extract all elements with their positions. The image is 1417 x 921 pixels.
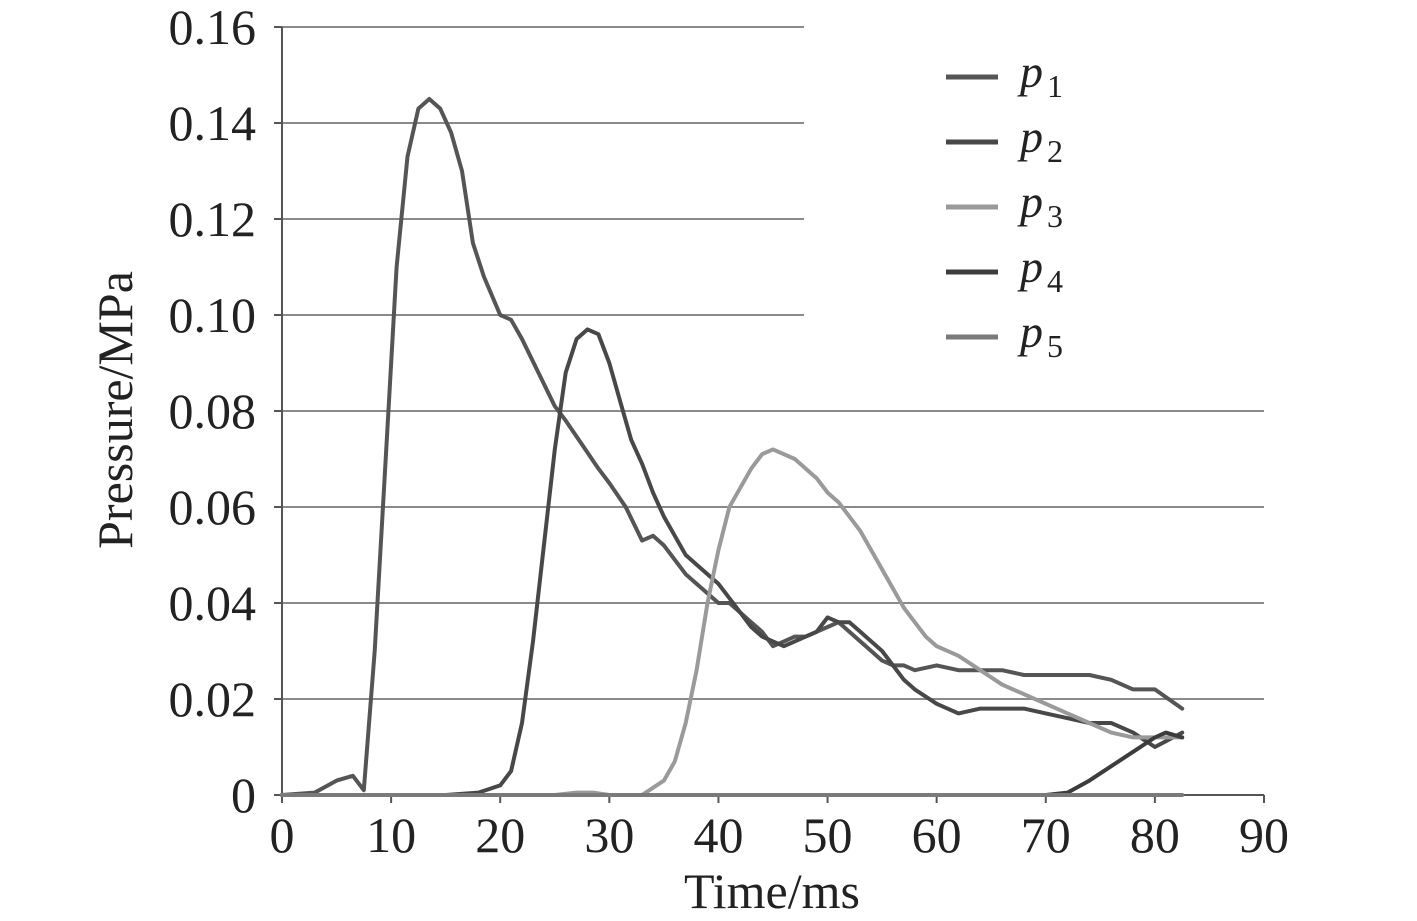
y-tick-label: 0.06 <box>169 479 257 535</box>
x-tick-label: 10 <box>366 807 416 863</box>
x-tick-label: 70 <box>1021 807 1071 863</box>
gridlines <box>282 26 1264 700</box>
x-tick-label: 90 <box>1239 807 1289 863</box>
y-tick-label: 0.14 <box>169 95 257 151</box>
legend: p 1 p 2 p 3 p 4 p 5 <box>946 46 1063 364</box>
y-axis-ticks: 0 0.02 0.04 0.06 0.08 0.10 0.12 0.14 0.16 <box>169 0 282 823</box>
x-tick-label: 30 <box>584 807 634 863</box>
y-tick-label: 0.08 <box>169 383 257 439</box>
y-tick-label: 0.16 <box>169 0 257 55</box>
series-line-p1 <box>280 97 1185 797</box>
y-tick-label: 0.12 <box>169 191 257 247</box>
y-tick-label: 0 <box>231 767 256 823</box>
y-axis-title: Pressure/MPa <box>87 271 143 549</box>
y-tick-label: 0.04 <box>169 575 257 631</box>
x-tick-label: 40 <box>693 807 743 863</box>
x-axis-ticks: 0 10 20 30 40 50 60 70 80 90 <box>270 795 1289 863</box>
series-line-p4 <box>280 730 1185 797</box>
x-tick-label: 20 <box>475 807 525 863</box>
x-tick-label: 80 <box>1130 807 1180 863</box>
series-line-p3 <box>280 447 1185 797</box>
y-tick-label: 0.02 <box>169 671 257 727</box>
x-tick-label: 0 <box>270 807 295 863</box>
x-tick-label: 50 <box>803 807 853 863</box>
series-line-p2 <box>280 327 1185 797</box>
x-tick-label: 60 <box>912 807 962 863</box>
series-lines <box>280 97 1185 797</box>
x-axis-title: Time/ms <box>684 863 860 919</box>
y-tick-label: 0.10 <box>169 287 257 343</box>
